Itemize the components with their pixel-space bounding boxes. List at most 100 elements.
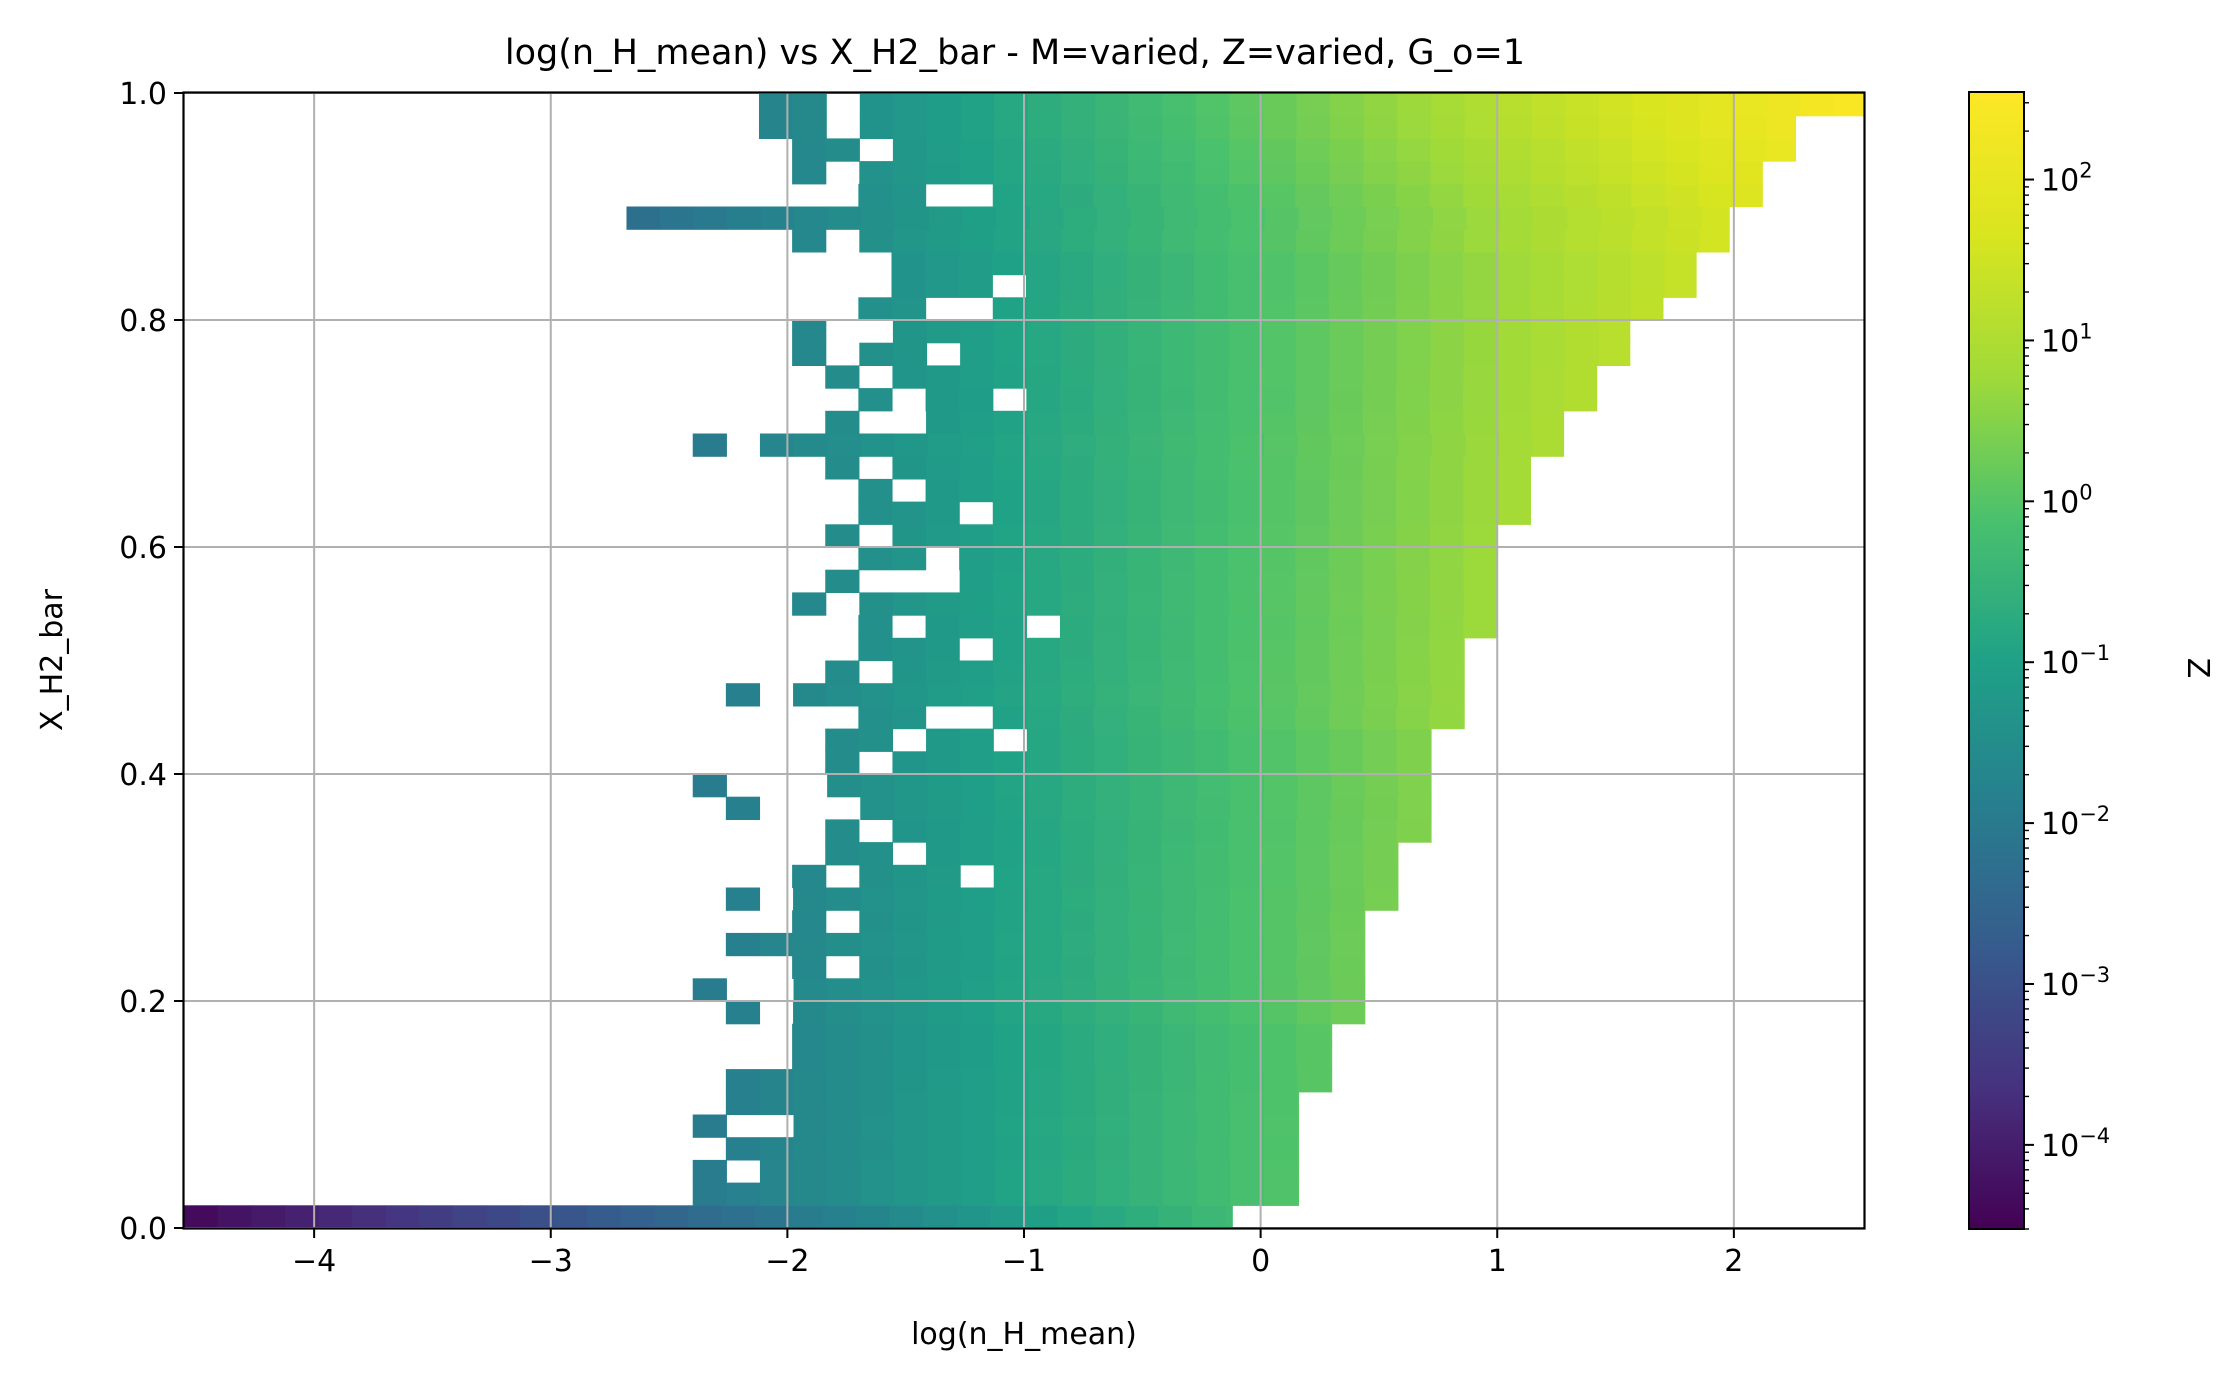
heatmap-cell [1127, 365, 1162, 389]
heatmap-cell [1295, 410, 1330, 435]
x-tick-label: −4 [292, 1244, 336, 1279]
heatmap-cell [1398, 433, 1433, 457]
heatmap-cell [725, 796, 761, 820]
heatmap-cell [1127, 751, 1162, 775]
heatmap-cell [1395, 251, 1430, 276]
heatmap-cell [1228, 910, 1264, 934]
heatmap-cell [486, 1205, 521, 1229]
heatmap-cell [995, 978, 1030, 1002]
heatmap-cell [1061, 115, 1096, 139]
heatmap-cell [858, 478, 893, 503]
heatmap-cell [1364, 887, 1399, 911]
heatmap-cell [959, 819, 994, 843]
heatmap-cell [961, 1001, 996, 1025]
heatmap-cell [759, 1091, 794, 1116]
heatmap-cell [1227, 251, 1262, 276]
heatmap-cell [858, 842, 894, 866]
x-axis-ticks: −4 −3 −2 −1 0 1 2 [292, 1228, 1743, 1279]
heatmap-cell [925, 388, 960, 412]
heatmap-cell [960, 138, 995, 162]
heatmap-cell [1229, 115, 1264, 139]
heatmap-cell [626, 206, 661, 230]
heatmap-cell [1463, 615, 1498, 639]
heatmap-cell [725, 1137, 761, 1161]
heatmap-cell [1026, 751, 1062, 775]
heatmap-cell [1263, 1159, 1299, 1184]
heatmap-cell [1364, 774, 1399, 798]
heatmap-cell [825, 138, 860, 162]
heatmap-cell [1331, 978, 1366, 1002]
heatmap-cell [1395, 388, 1431, 412]
heatmap-cell [1230, 1159, 1265, 1184]
heatmap-cell [1531, 320, 1566, 344]
heatmap-cell [1094, 410, 1129, 435]
heatmap-cell [1328, 705, 1363, 730]
heatmap-cell [1362, 637, 1397, 662]
heatmap-cell [1295, 819, 1330, 843]
heatmap-cell [825, 1046, 860, 1070]
heatmap-cell [1532, 433, 1565, 457]
heatmap-cell [1024, 1205, 1059, 1229]
heatmap-cell [385, 1205, 420, 1229]
heatmap-cell [1262, 410, 1297, 435]
heatmap-cell [926, 1023, 961, 1047]
heatmap-cell [1396, 864, 1399, 889]
heatmap-cell [1093, 251, 1128, 276]
heatmap-cell [1362, 842, 1398, 866]
x-tick-label: −3 [529, 1244, 573, 1279]
heatmap-cell [1094, 955, 1129, 979]
heatmap-cell [1160, 705, 1195, 730]
heatmap-cell [725, 932, 761, 957]
heatmap-cell [1162, 1137, 1197, 1161]
heatmap-cell [1430, 456, 1465, 480]
heatmap-cell [1129, 978, 1164, 1002]
heatmap-cell [926, 115, 962, 139]
heatmap-cell [1564, 138, 1600, 162]
heatmap-cell [1161, 161, 1196, 185]
heatmap-cell [1463, 183, 1498, 208]
heatmap-cell [1530, 410, 1565, 435]
heatmap-cell [1026, 660, 1062, 684]
colorbar-tick-label: 101 [2041, 319, 2093, 359]
heatmap-cell [1328, 637, 1363, 662]
heatmap-cell [1668, 206, 1703, 230]
heatmap-cell [1194, 819, 1230, 843]
heatmap-cell [1095, 1114, 1131, 1138]
heatmap-cell [993, 524, 1028, 548]
heatmap-cell [1093, 478, 1128, 503]
heatmap-cell [893, 1091, 929, 1116]
heatmap-cell [1261, 478, 1296, 503]
heatmap-cell [1026, 569, 1062, 593]
heatmap-cell [1160, 478, 1195, 503]
heatmap-cell [1027, 910, 1062, 934]
heatmap-cell [1128, 115, 1163, 139]
heatmap-cell [1160, 547, 1195, 571]
heatmap-cell [859, 592, 894, 616]
heatmap-cell [1027, 955, 1062, 979]
heatmap-cell [1664, 251, 1697, 276]
heatmap-cell [1127, 297, 1162, 321]
heatmap-cell [891, 501, 927, 525]
heatmap-cell [1196, 1114, 1231, 1138]
heatmap-cell [1060, 229, 1096, 253]
heatmap-cell [1430, 138, 1465, 162]
heatmap-cell [1262, 365, 1297, 389]
heatmap-cell [1363, 864, 1398, 889]
heatmap-cell [1228, 1023, 1264, 1047]
heatmap-cell [925, 478, 960, 503]
heatmap-cell [926, 1046, 961, 1070]
heatmap-cell [1127, 183, 1162, 208]
x-tick-label: −2 [765, 1244, 809, 1279]
heatmap-cell [793, 887, 828, 911]
heatmap-cell [825, 365, 860, 389]
heatmap-cell [827, 1159, 862, 1184]
heatmap-cell [1295, 569, 1330, 593]
heatmap-cell [1396, 456, 1431, 480]
heatmap-cell [1095, 887, 1130, 911]
heatmap-cell [1228, 229, 1264, 253]
heatmap-cell [1091, 1205, 1126, 1229]
heatmap-cell [889, 1205, 924, 1229]
heatmap-cell [961, 1182, 996, 1206]
heatmap-cell [1329, 524, 1364, 548]
heatmap-cell [1126, 251, 1161, 276]
